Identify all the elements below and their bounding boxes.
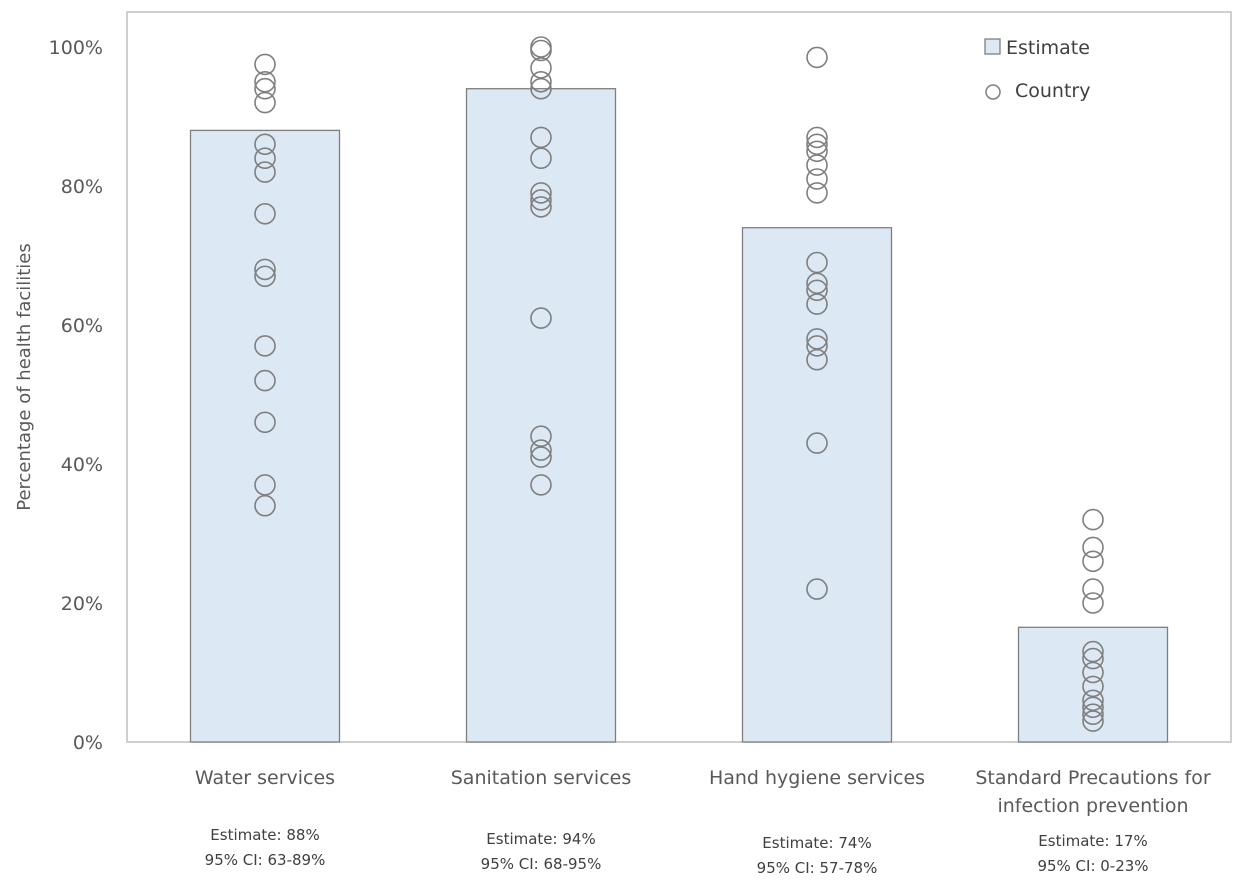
estimate-note: 95% CI: 68-95% (481, 855, 602, 873)
country-point-3-7 (806, 182, 828, 204)
estimate-note: Estimate: 17% (1038, 832, 1147, 850)
bars-layer (189, 88, 1169, 743)
country-point-1-12 (254, 369, 276, 392)
country-point-3-11 (806, 293, 828, 315)
country-point-4-9 (1082, 675, 1104, 698)
country-point-3-4 (806, 140, 828, 163)
country-point-1-8 (254, 203, 276, 225)
country-point-2-2 (530, 39, 552, 62)
legend: Estimate Country (984, 37, 1090, 102)
country-point-4-11 (1082, 696, 1104, 719)
estimate-note: Estimate: 74% (762, 834, 871, 852)
estimate-note: 95% CI: 57-78% (757, 859, 878, 877)
y-axis: 0% 20% 40% 60% 80% 100% (49, 37, 103, 754)
country-point-1-11 (254, 335, 276, 357)
x-category-label: Sanitation services (451, 767, 632, 789)
x-category-label: infection prevention (997, 795, 1188, 817)
country-point-2-8 (530, 182, 552, 204)
country-point-1-1 (254, 53, 276, 76)
country-point-2-7 (530, 147, 552, 169)
country-point-3-1 (806, 46, 828, 69)
country-point-3-16 (806, 578, 828, 600)
country-point-3-5 (806, 154, 828, 176)
x-category-label: Water services (195, 767, 335, 789)
y-tick-label: 20% (61, 593, 103, 615)
x-axis: Water services Sanitation services Hand hy… (195, 767, 1211, 877)
y-axis-title: Percentage of health facilities (14, 243, 35, 511)
country-point-3-13 (806, 335, 828, 357)
country-point-4-8 (1082, 661, 1104, 684)
country-point-2-5 (530, 77, 552, 100)
legend-country-marker (985, 84, 1001, 100)
bar-4 (1017, 626, 1169, 743)
country-point-2-13 (530, 439, 552, 461)
country-point-2-4 (530, 71, 552, 93)
country-point-2-6 (530, 126, 552, 149)
country-point-4-3 (1082, 550, 1104, 573)
country-point-4-2 (1082, 536, 1104, 559)
country-point-2-12 (530, 425, 552, 448)
country-point-1-10 (254, 265, 276, 288)
y-tick-label: 100% (49, 37, 103, 59)
country-point-1-5 (254, 133, 276, 156)
bar-3 (741, 227, 893, 743)
y-tick-label: 60% (61, 315, 103, 337)
country-point-3-15 (806, 432, 828, 454)
country-point-4-1 (1082, 508, 1104, 531)
country-point-1-13 (254, 411, 276, 434)
country-point-2-14 (530, 446, 552, 468)
country-point-1-4 (254, 91, 276, 114)
legend-estimate-label: Estimate (1006, 37, 1090, 59)
country-point-4-12 (1082, 703, 1104, 726)
y-tick-label: 0% (73, 732, 103, 754)
country-point-3-14 (806, 348, 828, 371)
estimate-note: 95% CI: 0-23% (1037, 857, 1148, 875)
country-point-2-15 (530, 474, 552, 496)
x-category-label: Hand hygiene services (709, 767, 925, 789)
country-point-1-14 (254, 474, 276, 496)
country-point-2-10 (530, 196, 552, 218)
y-tick-label: 80% (61, 176, 103, 198)
country-point-4-5 (1082, 592, 1104, 614)
estimate-note: Estimate: 94% (486, 830, 595, 848)
country-point-2-11 (530, 307, 552, 329)
country-point-2-9 (530, 189, 552, 211)
x-category-label: Standard Precautions for (975, 767, 1210, 789)
estimate-note: Estimate: 88% (210, 826, 319, 844)
bar-2 (465, 88, 617, 743)
legend-estimate-swatch (984, 38, 1001, 55)
legend-country-label: Country (1015, 80, 1090, 102)
country-point-1-9 (254, 258, 276, 281)
country-point-1-6 (254, 147, 276, 169)
bar-1 (189, 129, 341, 743)
points-layer (254, 36, 1104, 732)
estimate-note: 95% CI: 63-89% (205, 851, 326, 869)
country-point-3-12 (806, 328, 828, 350)
country-point-3-3 (806, 133, 828, 156)
country-point-1-15 (254, 494, 276, 517)
country-point-3-6 (806, 168, 828, 190)
country-point-1-7 (254, 161, 276, 183)
country-point-4-7 (1082, 647, 1104, 670)
y-tick-label: 40% (61, 454, 103, 476)
country-point-3-9 (806, 272, 828, 295)
country-point-3-2 (806, 126, 828, 149)
plot-frame (126, 11, 1232, 743)
country-point-4-6 (1082, 640, 1104, 663)
country-point-4-4 (1082, 578, 1104, 600)
country-point-1-3 (254, 77, 276, 100)
country-point-3-10 (806, 279, 828, 302)
country-point-4-13 (1082, 710, 1104, 732)
